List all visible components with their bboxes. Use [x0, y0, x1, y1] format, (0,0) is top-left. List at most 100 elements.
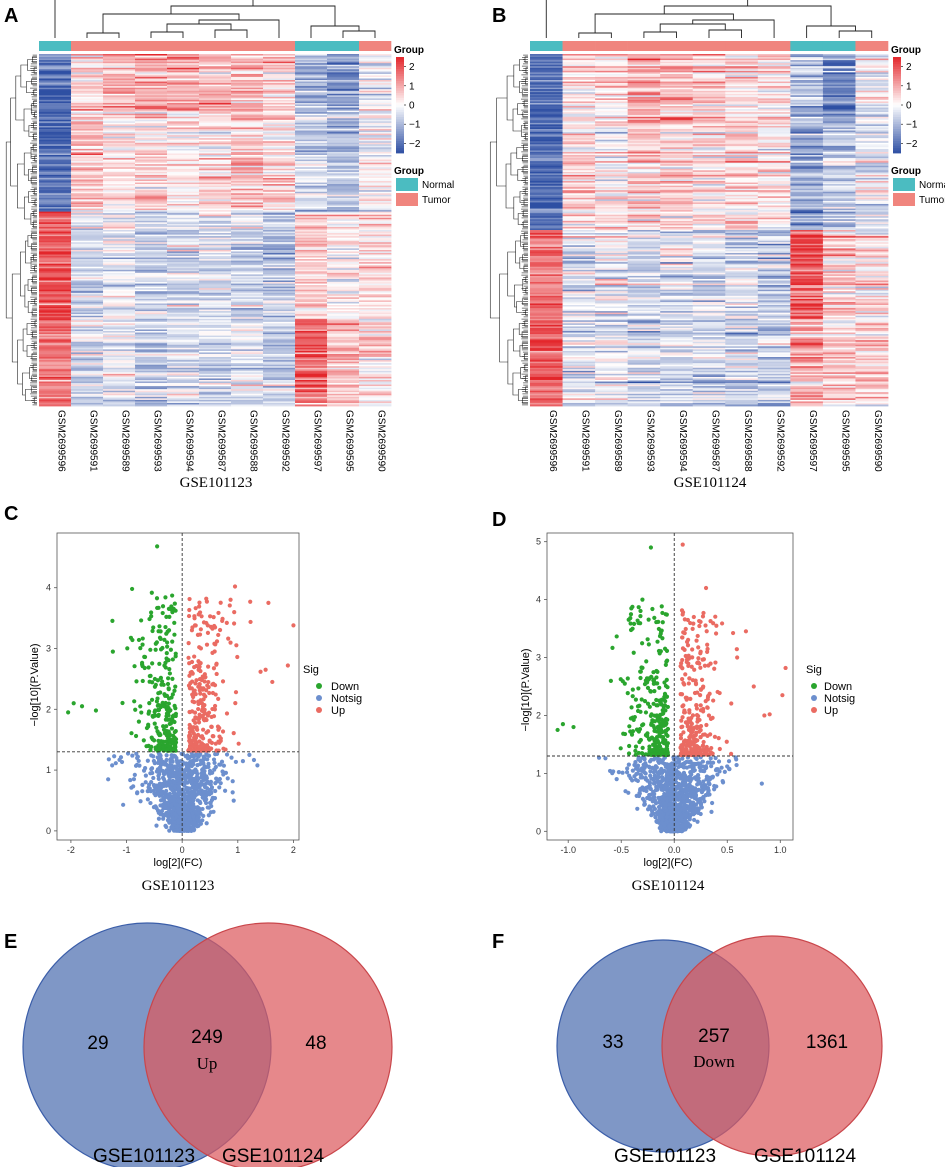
- heatmap-cell: [359, 128, 392, 131]
- heatmap-cell: [822, 92, 856, 95]
- heatmap-cell: [231, 248, 264, 251]
- heatmap-cell: [822, 259, 856, 262]
- heatmap-cell: [595, 337, 629, 340]
- sample-label: GSM2699594: [184, 410, 195, 472]
- heatmap-cell: [135, 231, 168, 234]
- heatmap-cell: [855, 283, 889, 286]
- heatmap-cell: [725, 190, 759, 193]
- heatmap-cell: [692, 165, 726, 168]
- heatmap-cell: [822, 233, 856, 235]
- heatmap-cell: [627, 295, 661, 298]
- heatmap-cell: [295, 76, 328, 79]
- heatmap-cell: [595, 254, 629, 257]
- heatmap-cell: [263, 280, 296, 283]
- heatmap-cell: [790, 122, 824, 125]
- heatmap-cell: [757, 130, 791, 133]
- heatmap-cell: [692, 147, 726, 150]
- heatmap-cell: [725, 225, 759, 228]
- heatmap-cell: [855, 306, 889, 309]
- heatmap-cell: [757, 323, 791, 326]
- heatmap-cell: [199, 196, 232, 199]
- heatmap-cell: [627, 95, 661, 98]
- heatmap-cell: [692, 314, 726, 317]
- heatmap-cell: [295, 249, 328, 252]
- heatmap-cell: [103, 107, 136, 110]
- heatmap-cell: [627, 80, 661, 82]
- heatmap-cell: [562, 197, 596, 200]
- heatmap-cell: [725, 196, 759, 199]
- heatmap-cell: [199, 375, 232, 378]
- heatmap-cell: [530, 315, 563, 318]
- heatmap-cell: [263, 309, 296, 312]
- color-scale-segment: [396, 126, 404, 130]
- heatmap-cell: [855, 243, 889, 246]
- heatmap-cell: [199, 101, 232, 104]
- heatmap-cell: [822, 130, 856, 133]
- heatmap-cell: [660, 119, 694, 122]
- heatmap-cell: [135, 54, 168, 56]
- heatmap-cell: [725, 278, 759, 281]
- heatmap-cell: [295, 184, 328, 187]
- heatmap-cell: [595, 350, 629, 353]
- heatmap-cell: [231, 332, 264, 335]
- heatmap-cell: [359, 312, 392, 315]
- heatmap-cell: [39, 174, 72, 177]
- heatmap-cell: [725, 165, 759, 168]
- heatmap-cell: [199, 128, 232, 131]
- heatmap-cell: [660, 309, 694, 312]
- heatmap-cell: [822, 167, 856, 170]
- heatmap-cell: [295, 73, 328, 76]
- heatmap-cell: [327, 352, 360, 355]
- heatmap-cell: [103, 361, 136, 364]
- heatmap-cell: [359, 308, 392, 310]
- heatmap-cell: [103, 133, 136, 136]
- heatmap-cell: [790, 72, 824, 75]
- heatmap-cell: [39, 378, 72, 381]
- heatmap-cell: [359, 288, 392, 291]
- heatmap-cell: [790, 92, 824, 95]
- heatmap-cell: [71, 96, 104, 99]
- heatmap-cell: [855, 87, 889, 90]
- heatmap-cell: [627, 161, 661, 164]
- heatmap-cell: [725, 210, 759, 213]
- heatmap-cell: [295, 367, 328, 370]
- heatmap-cell: [562, 282, 596, 284]
- heatmap-cell: [135, 161, 168, 164]
- heatmap-cell: [530, 170, 563, 173]
- heatmap-cell: [660, 274, 694, 277]
- heatmap-cell: [359, 386, 392, 389]
- heatmap-cell: [327, 174, 360, 177]
- heatmap-cell: [103, 210, 136, 213]
- heatmap-cell: [595, 341, 629, 344]
- heatmap-cell: [627, 60, 661, 63]
- heatmap-cell: [263, 379, 296, 382]
- heatmap-cell: [359, 136, 392, 139]
- heatmap-cell: [135, 99, 168, 102]
- heatmap-cell: [327, 185, 360, 188]
- heatmap-cell: [327, 112, 360, 115]
- heatmap-cell: [822, 64, 856, 67]
- heatmap-cell: [562, 352, 596, 355]
- heatmap-cell: [692, 119, 726, 122]
- heatmap-cell: [822, 280, 856, 283]
- heatmap-cell: [167, 171, 200, 174]
- heatmap-cell: [692, 61, 726, 64]
- heatmap-cell: [822, 187, 856, 190]
- heatmap-cell: [855, 92, 889, 95]
- heatmap-cell: [595, 259, 629, 262]
- heatmap-cell: [135, 96, 168, 99]
- heatmap-cell: [263, 378, 296, 381]
- color-scale-segment: [396, 133, 404, 137]
- heatmap-cell: [167, 130, 200, 133]
- heatmap-cell: [725, 115, 759, 118]
- heatmap-cell: [103, 230, 136, 232]
- heatmap-cell: [103, 249, 136, 252]
- heatmap-cell: [263, 124, 296, 127]
- heatmap-cell: [627, 205, 661, 208]
- heatmap-cell: [167, 151, 200, 154]
- heatmap-cell: [595, 216, 629, 219]
- heatmap-cell: [692, 317, 726, 320]
- heatmap-cell: [39, 286, 72, 289]
- heatmap-cell: [725, 326, 759, 329]
- heatmap-cell: [327, 60, 360, 63]
